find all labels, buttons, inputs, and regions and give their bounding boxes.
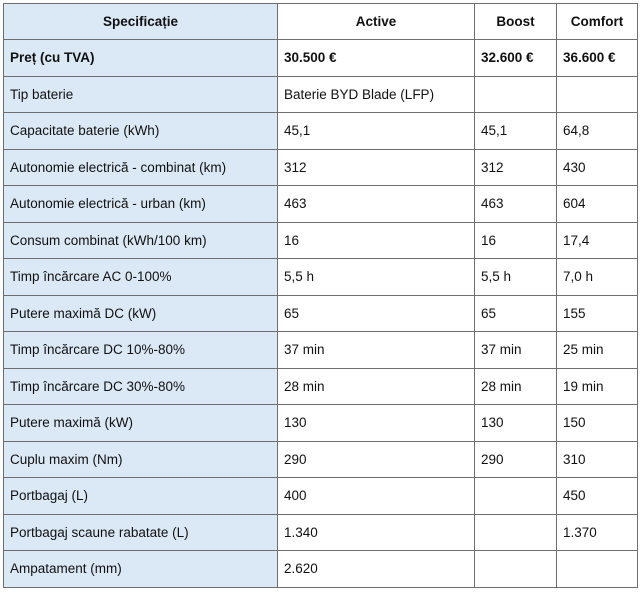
- cell-comfort: 450: [556, 477, 638, 515]
- cell-boost: 290: [474, 440, 557, 478]
- row-label: Tip baterie: [3, 75, 278, 113]
- cell-comfort: 64,8: [556, 112, 638, 150]
- cell-active: 45,1: [277, 112, 475, 150]
- row-label: Portbagaj scaune rabatate (L): [3, 513, 278, 551]
- table-row: Putere maximă DC (kW) 65 65 155: [3, 294, 638, 332]
- cell-boost: [474, 75, 557, 113]
- cell-boost: [474, 513, 557, 551]
- table-row: Timp încărcare DC 10%-80% 37 min 37 min …: [3, 331, 638, 369]
- cell-boost: 312: [474, 148, 557, 186]
- row-label: Timp încărcare DC 10%-80%: [3, 331, 278, 369]
- header-active: Active: [277, 3, 475, 40]
- cell-boost: [474, 477, 557, 515]
- table-header-row: Specificație Active Boost Comfort: [3, 3, 638, 40]
- row-label: Putere maximă (kW): [3, 404, 278, 442]
- table-row: Autonomie electrică - urban (km) 463 463…: [3, 185, 638, 223]
- cell-comfort: 604: [556, 185, 638, 223]
- table-row: Consum combinat (kWh/100 km) 16 16 17,4: [3, 221, 638, 259]
- cell-active: 37 min: [277, 331, 475, 369]
- cell-boost: 37 min: [474, 331, 557, 369]
- table-row: Timp încărcare AC 0-100% 5,5 h 5,5 h 7,0…: [3, 258, 638, 296]
- cell-active: 30.500 €: [277, 39, 475, 77]
- cell-active: 312: [277, 148, 475, 186]
- cell-active: 130: [277, 404, 475, 442]
- cell-boost: 16: [474, 221, 557, 259]
- table-row: Capacitate baterie (kWh) 45,1 45,1 64,8: [3, 112, 638, 150]
- cell-active: Baterie BYD Blade (LFP): [277, 75, 475, 113]
- header-boost: Boost: [474, 3, 557, 40]
- cell-comfort: 36.600 €: [556, 39, 638, 77]
- cell-active: 16: [277, 221, 475, 259]
- cell-comfort: 25 min: [556, 331, 638, 369]
- cell-comfort: 7,0 h: [556, 258, 638, 296]
- table-row: Cuplu maxim (Nm) 290 290 310: [3, 440, 638, 478]
- cell-boost: 130: [474, 404, 557, 442]
- cell-comfort: [556, 75, 638, 113]
- table-row: Preț (cu TVA) 30.500 € 32.600 € 36.600 €: [3, 39, 638, 77]
- row-label: Autonomie electrică - combinat (km): [3, 148, 278, 186]
- cell-active: 28 min: [277, 367, 475, 405]
- row-label: Preț (cu TVA): [3, 39, 278, 77]
- cell-active: 5,5 h: [277, 258, 475, 296]
- row-label: Timp încărcare AC 0-100%: [3, 258, 278, 296]
- cell-boost: [474, 550, 557, 588]
- cell-comfort: 155: [556, 294, 638, 332]
- header-specification: Specificație: [3, 3, 278, 40]
- row-label: Timp încărcare DC 30%-80%: [3, 367, 278, 405]
- table-row: Portbagaj scaune rabatate (L) 1.340 1.37…: [3, 513, 638, 551]
- cell-boost: 463: [474, 185, 557, 223]
- row-label: Putere maximă DC (kW): [3, 294, 278, 332]
- cell-comfort: 1.370: [556, 513, 638, 551]
- specifications-table: Specificație Active Boost Comfort Preț (…: [3, 3, 638, 588]
- table-row: Portbagaj (L) 400 450: [3, 477, 638, 515]
- cell-comfort: [556, 550, 638, 588]
- cell-comfort: 19 min: [556, 367, 638, 405]
- table-body: Preț (cu TVA) 30.500 € 32.600 € 36.600 €…: [3, 39, 638, 588]
- row-label: Capacitate baterie (kWh): [3, 112, 278, 150]
- cell-active: 290: [277, 440, 475, 478]
- cell-boost: 5,5 h: [474, 258, 557, 296]
- table-row: Timp încărcare DC 30%-80% 28 min 28 min …: [3, 367, 638, 405]
- cell-active: 65: [277, 294, 475, 332]
- cell-boost: 32.600 €: [474, 39, 557, 77]
- cell-active: 463: [277, 185, 475, 223]
- row-label: Autonomie electrică - urban (km): [3, 185, 278, 223]
- table-row: Ampatament (mm) 2.620: [3, 550, 638, 588]
- row-label: Portbagaj (L): [3, 477, 278, 515]
- cell-active: 2.620: [277, 550, 475, 588]
- cell-boost: 28 min: [474, 367, 557, 405]
- row-label: Cuplu maxim (Nm): [3, 440, 278, 478]
- cell-comfort: 430: [556, 148, 638, 186]
- row-label: Consum combinat (kWh/100 km): [3, 221, 278, 259]
- cell-boost: 65: [474, 294, 557, 332]
- cell-comfort: 310: [556, 440, 638, 478]
- table-row: Tip baterie Baterie BYD Blade (LFP): [3, 75, 638, 113]
- cell-active: 400: [277, 477, 475, 515]
- cell-comfort: 150: [556, 404, 638, 442]
- cell-comfort: 17,4: [556, 221, 638, 259]
- table-row: Putere maximă (kW) 130 130 150: [3, 404, 638, 442]
- header-comfort: Comfort: [556, 3, 638, 40]
- cell-boost: 45,1: [474, 112, 557, 150]
- table-row: Autonomie electrică - combinat (km) 312 …: [3, 148, 638, 186]
- cell-active: 1.340: [277, 513, 475, 551]
- row-label: Ampatament (mm): [3, 550, 278, 588]
